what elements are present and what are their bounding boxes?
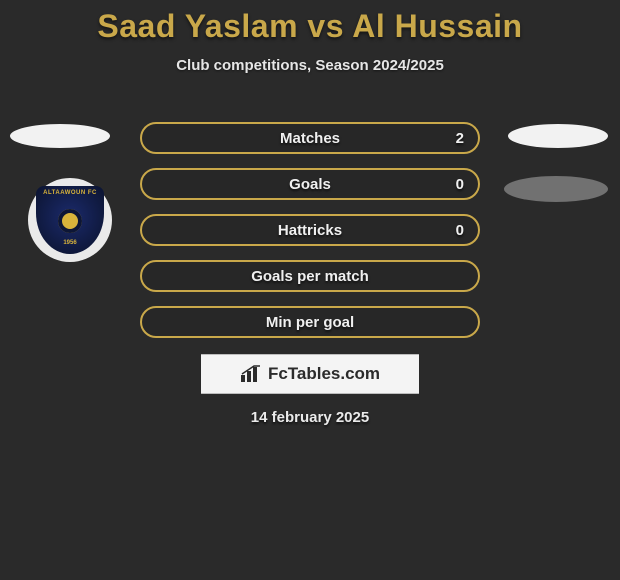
stat-row: Hattricks0 xyxy=(140,214,480,246)
stats-rows: Matches2Goals0Hattricks0Goals per matchM… xyxy=(140,122,480,352)
date-text: 14 february 2025 xyxy=(0,409,620,426)
right-ellipse-2 xyxy=(504,176,608,202)
right-ellipse-1 xyxy=(508,124,608,148)
stat-value: 0 xyxy=(456,222,464,239)
stat-value: 0 xyxy=(456,176,464,193)
stat-label: Hattricks xyxy=(142,222,478,239)
brand-text: FcTables.com xyxy=(268,364,380,384)
page-title: Saad Yaslam vs Al Hussain xyxy=(0,0,620,45)
stat-label: Goals xyxy=(142,176,478,193)
brand-box: FcTables.com xyxy=(201,354,419,394)
stat-label: Matches xyxy=(142,130,478,147)
stat-label: Min per goal xyxy=(142,314,478,331)
club-badge-shield: ALTAAWOUN FC 1956 xyxy=(36,186,104,254)
left-ellipse-1 xyxy=(10,124,110,148)
stat-row: Min per goal xyxy=(140,306,480,338)
page-subtitle: Club competitions, Season 2024/2025 xyxy=(0,57,620,74)
bar-chart-icon xyxy=(240,365,262,383)
stat-row: Goals0 xyxy=(140,168,480,200)
club-badge-ball-icon xyxy=(58,209,82,233)
club-badge: ALTAAWOUN FC 1956 xyxy=(28,178,112,262)
club-badge-name: ALTAAWOUN FC xyxy=(36,190,104,196)
stat-row: Goals per match xyxy=(140,260,480,292)
stat-value: 2 xyxy=(456,130,464,147)
club-badge-year: 1956 xyxy=(36,240,104,246)
stat-label: Goals per match xyxy=(142,268,478,285)
stat-row: Matches2 xyxy=(140,122,480,154)
